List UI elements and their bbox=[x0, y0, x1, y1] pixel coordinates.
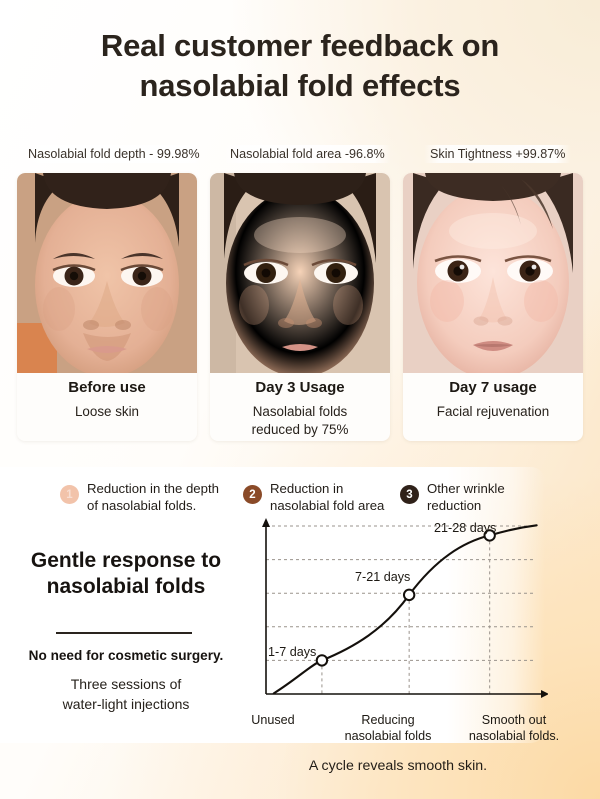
stats-band: Nasolabial fold depth - 99.98% Nasolabia… bbox=[0, 143, 600, 165]
chart-xtick-reducing: Reducing nasolabial folds bbox=[344, 713, 432, 743]
chart-xtick-unused: Unused bbox=[251, 713, 295, 727]
day-3-usage-face-photo bbox=[210, 173, 390, 373]
number-badge-1-icon: 1 bbox=[60, 485, 79, 504]
sessions-note: Three sessions of water-light injections bbox=[6, 674, 246, 715]
benefit-item-3[interactable]: 3 Other wrinkle reduction bbox=[400, 480, 505, 515]
card-caption-sub-line-2: reduced by 75% bbox=[251, 421, 349, 437]
benefit-item-2[interactable]: 2 Reduction in nasolabial fold area bbox=[243, 480, 384, 515]
number-badge-3-icon: 3 bbox=[400, 485, 419, 504]
chart-xtick-smooth: Smooth out nasolabial folds. bbox=[468, 713, 560, 743]
divider-rule bbox=[56, 632, 192, 634]
benefits-panel bbox=[0, 467, 545, 743]
benefit-item-1[interactable]: 1 Reduction in the depth of nasolabial fo… bbox=[60, 480, 219, 515]
chart-point-label-3: 21-28 days bbox=[434, 521, 497, 535]
card-caption-title: Day 7 usage bbox=[449, 379, 537, 396]
page-title-line-1: Real customer feedback on bbox=[100, 28, 500, 63]
page-title-line-2: nasolabial fold effects bbox=[139, 68, 461, 104]
card-caption-subtitle: Facial rejuvenation bbox=[436, 404, 550, 419]
sessions-note-line-1: Three sessions of bbox=[70, 676, 182, 692]
stat-skin-tightness: Skin Tightness +99.87% bbox=[424, 145, 572, 163]
benefit-item-2-label: Reduction in nasolabial fold area bbox=[270, 481, 385, 514]
chart-point-label-2: 7-21 days bbox=[355, 570, 411, 584]
before-use-face-photo bbox=[17, 173, 197, 373]
lead-headline-line-2: nasolabial folds bbox=[46, 575, 206, 599]
chart-point-label-1: 1-7 days bbox=[268, 645, 317, 659]
page-title: Real customer feedback on nasolabial fol… bbox=[0, 26, 600, 107]
card-caption-subtitle: Loose skin bbox=[74, 404, 140, 419]
number-badge-2-icon: 2 bbox=[243, 485, 262, 504]
card-caption-title: Day 3 Usage bbox=[255, 379, 345, 396]
progress-chart bbox=[248, 518, 548, 718]
comparison-card-before[interactable]: Before use Loose skin bbox=[17, 173, 197, 441]
comparison-card-day-3[interactable]: Day 3 Usage Nasolabial folds reduced by … bbox=[210, 173, 390, 441]
card-caption-title: Before use bbox=[68, 379, 146, 396]
sessions-note-line-2: water-light injections bbox=[62, 696, 190, 713]
no-surgery-note: No need for cosmetic surgery. bbox=[28, 648, 224, 663]
card-caption-sub-line-1: Nasolabial folds bbox=[252, 404, 348, 419]
day-7-usage-face-photo bbox=[403, 173, 583, 373]
stat-nasolabial-fold-depth: Nasolabial fold depth - 99.98% bbox=[22, 145, 206, 163]
benefit-item-1-label: Reduction in the depth of nasolabial fold… bbox=[87, 481, 219, 514]
footer-caption: A cycle reveals smooth skin. bbox=[308, 758, 488, 774]
lead-headline-line-1: Gentle response to bbox=[30, 549, 222, 572]
comparison-card-day-7[interactable]: Day 7 usage Facial rejuvenation bbox=[403, 173, 583, 441]
benefit-item-3-label: Other wrinkle reduction bbox=[427, 481, 505, 514]
stat-nasolabial-fold-area: Nasolabial fold area -96.8% bbox=[224, 145, 391, 163]
card-caption-subtitle: Nasolabial folds reduced by 75% bbox=[210, 403, 390, 439]
lead-headline: Gentle response to nasolabial folds bbox=[6, 548, 246, 601]
